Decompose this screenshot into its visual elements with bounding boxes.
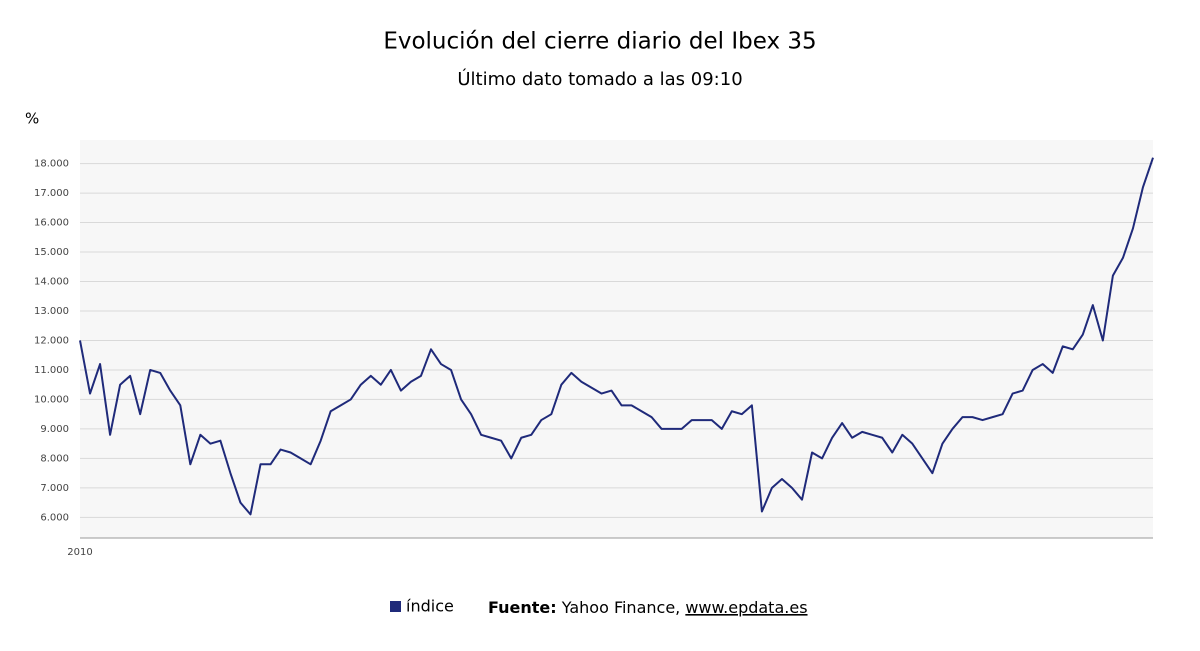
source-link[interactable]: www.epdata.es [685,598,807,617]
y-tick-label: 12.000 [34,335,69,346]
y-tick-label: 18.000 [34,159,69,170]
y-tick-label: 17.000 [34,188,69,199]
y-axis-label: % [25,110,39,128]
y-tick-label: 8.000 [40,453,69,464]
source-text: Yahoo Finance, [561,598,680,617]
source: Fuente: Yahoo Finance, www.epdata.es [488,598,808,617]
legend-label: índice [406,597,454,616]
plot-area [80,140,1153,538]
y-tick-label: 7.000 [40,483,69,494]
chart-subtitle: Último dato tomado a las 09:10 [457,68,742,90]
legend-swatch [390,601,401,612]
source-label: Fuente: [488,598,557,617]
y-tick-label: 15.000 [34,247,69,258]
x-tick-label: 2010 [67,547,92,558]
y-tick-label: 9.000 [40,424,69,435]
y-tick-label: 11.000 [34,365,69,376]
y-tick-label: 14.000 [34,277,69,288]
y-tick-label: 13.000 [34,306,69,317]
line-series [79,157,1154,516]
chart-title: Evolución del cierre diario del Ibex 35 [383,29,816,55]
legend: índice [390,597,454,616]
y-tick-label: 6.000 [40,512,69,523]
y-tick-label: 10.000 [34,394,69,405]
y-tick-label: 16.000 [34,218,69,229]
